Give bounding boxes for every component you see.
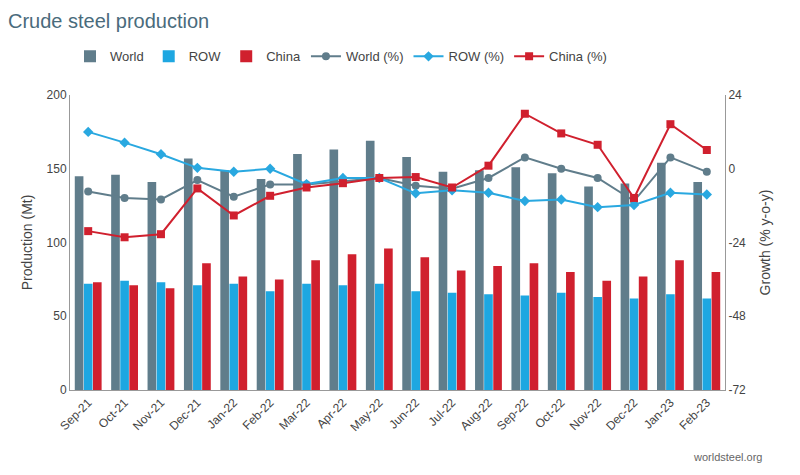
svg-text:Jan-23: Jan-23: [641, 396, 677, 432]
svg-text:World: World: [110, 49, 144, 64]
svg-text:worldsteel.org: worldsteel.org: [693, 451, 762, 463]
svg-text:Production (Mt): Production (Mt): [19, 195, 35, 291]
svg-text:200: 200: [47, 88, 67, 102]
svg-text:24: 24: [728, 88, 742, 102]
svg-text:May-22: May-22: [347, 396, 385, 434]
svg-text:-72: -72: [728, 383, 746, 397]
svg-text:-48: -48: [728, 309, 746, 323]
svg-text:Dec-22: Dec-22: [603, 396, 640, 433]
svg-text:China: China: [266, 49, 301, 64]
svg-text:Sep-21: Sep-21: [57, 396, 94, 433]
svg-text:Crude steel production: Crude steel production: [8, 10, 209, 32]
svg-text:Nov-22: Nov-22: [567, 396, 604, 433]
svg-text:-24: -24: [728, 236, 746, 250]
svg-text:Sep-22: Sep-22: [494, 396, 531, 433]
svg-text:50: 50: [53, 309, 67, 323]
svg-text:China (%): China (%): [549, 49, 607, 64]
svg-text:Feb-22: Feb-22: [240, 396, 277, 433]
svg-text:Dec-21: Dec-21: [166, 396, 203, 433]
svg-text:Feb-23: Feb-23: [676, 396, 713, 433]
svg-text:Nov-21: Nov-21: [130, 396, 167, 433]
svg-text:0: 0: [728, 162, 735, 176]
svg-text:Growth (% y-o-y): Growth (% y-o-y): [757, 190, 773, 296]
svg-text:ROW (%): ROW (%): [449, 49, 505, 64]
svg-text:Jun-22: Jun-22: [386, 396, 422, 432]
svg-text:100: 100: [47, 236, 67, 250]
svg-text:Jan-22: Jan-22: [204, 396, 240, 432]
svg-text:Mar-22: Mar-22: [276, 396, 313, 433]
svg-text:0: 0: [60, 383, 67, 397]
svg-text:Aug-22: Aug-22: [458, 396, 495, 433]
svg-text:Jul-22: Jul-22: [425, 396, 458, 429]
svg-text:Oct-22: Oct-22: [532, 396, 568, 432]
svg-text:Oct-21: Oct-21: [96, 396, 132, 432]
svg-text:ROW: ROW: [189, 49, 222, 64]
svg-text:Apr-22: Apr-22: [314, 396, 350, 432]
svg-text:World (%): World (%): [346, 49, 404, 64]
svg-text:150: 150: [47, 162, 67, 176]
